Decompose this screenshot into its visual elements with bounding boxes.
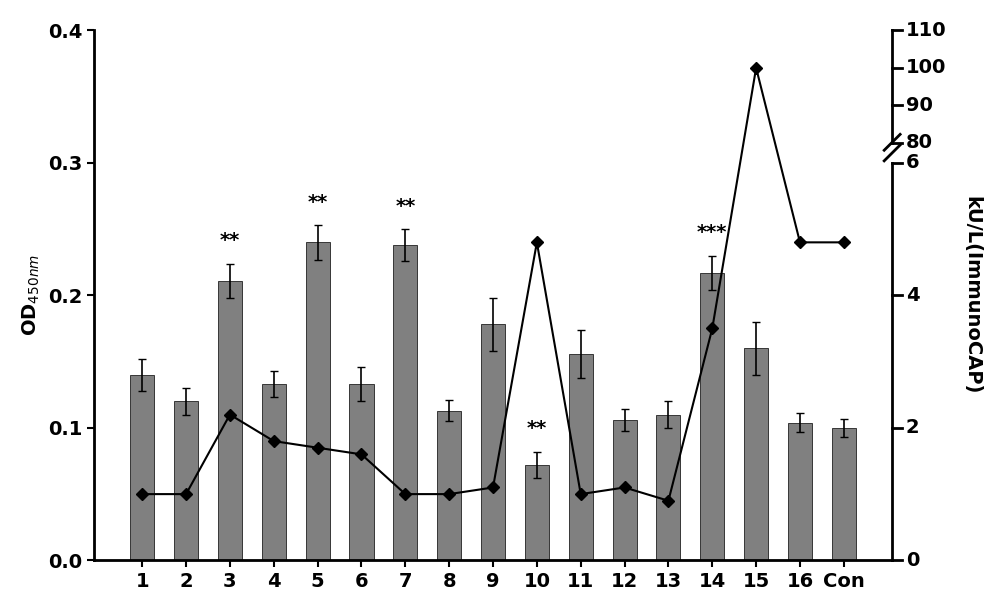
Text: 0: 0	[906, 551, 919, 570]
Y-axis label: OD$_{450nm}$: OD$_{450nm}$	[21, 255, 42, 337]
Text: kU/L(ImmunoCAP): kU/L(ImmunoCAP)	[962, 196, 981, 395]
Bar	[262, 384, 286, 561]
Text: 6: 6	[906, 154, 919, 173]
Bar	[656, 414, 680, 561]
Bar	[218, 281, 242, 561]
Bar	[525, 465, 549, 561]
Bar	[700, 273, 724, 561]
Bar	[613, 420, 637, 561]
Bar	[569, 354, 593, 561]
Bar	[130, 375, 154, 561]
Bar	[437, 411, 461, 561]
Text: **: **	[220, 231, 240, 250]
Text: **: **	[527, 419, 547, 438]
Bar	[349, 384, 374, 561]
Text: ***: ***	[697, 223, 727, 242]
Bar	[174, 401, 198, 561]
Text: **: **	[395, 197, 415, 216]
Bar	[481, 324, 505, 561]
Text: 4: 4	[906, 286, 919, 305]
Bar	[832, 428, 856, 561]
Text: 100: 100	[906, 58, 946, 77]
Bar	[788, 422, 812, 561]
Bar	[744, 348, 768, 561]
Text: 2: 2	[906, 419, 919, 438]
Bar	[306, 242, 330, 561]
Bar	[393, 245, 417, 561]
Text: 80: 80	[906, 133, 933, 152]
Text: 110: 110	[906, 21, 946, 40]
Text: **: **	[307, 193, 328, 212]
Text: 90: 90	[906, 96, 933, 115]
